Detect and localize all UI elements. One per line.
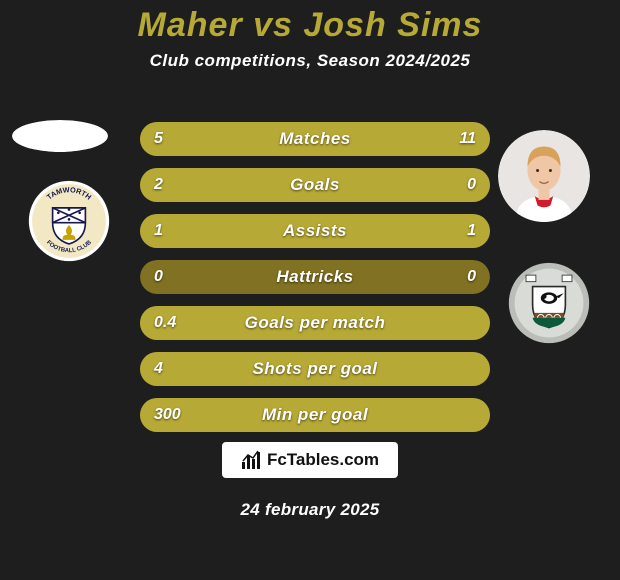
stat-row: Shots per goal4 — [140, 352, 490, 386]
stat-value-right: 0 — [467, 168, 476, 202]
stat-label: Shots per goal — [140, 352, 490, 386]
stat-label: Hattricks — [140, 260, 490, 294]
stat-row: Goals per match0.4 — [140, 306, 490, 340]
stat-row: Goals2 0 — [140, 168, 490, 202]
stats-container: Matches511Goals20Assists11Hattricks00Goa… — [140, 122, 490, 444]
player-left-club-badge: TAMWORTH FOOTBALL CLUB — [28, 180, 110, 262]
stat-row: Hattricks0 0 — [140, 260, 490, 294]
stat-label: Matches — [140, 122, 490, 156]
stat-row: Assists1 1 — [140, 214, 490, 248]
stat-label: Goals — [140, 168, 490, 202]
player-right-club-badge — [508, 262, 590, 344]
stat-row: Min per goal300 — [140, 398, 490, 432]
bars-icon — [241, 450, 263, 470]
stat-value-left: 5 — [154, 122, 163, 156]
subtitle: Club competitions, Season 2024/2025 — [0, 51, 620, 71]
stat-value-right: 0 — [467, 260, 476, 294]
page-title: Maher vs Josh Sims — [0, 0, 620, 45]
stat-value-left: 2 — [154, 168, 163, 202]
stat-value-left: 4 — [154, 352, 163, 386]
stat-label: Min per goal — [140, 398, 490, 432]
stat-row: Matches5 11 — [140, 122, 490, 156]
stat-value-left: 0 — [154, 260, 163, 294]
stat-label: Goals per match — [140, 306, 490, 340]
stat-label: Assists — [140, 214, 490, 248]
stat-value-right: 1 — [467, 214, 476, 248]
stat-value-left: 1 — [154, 214, 163, 248]
stat-value-left: 300 — [154, 398, 181, 432]
player-left-avatar — [12, 120, 108, 152]
stat-value-right: 11 — [459, 122, 476, 156]
player-right-avatar — [498, 130, 590, 222]
footer-date: 24 february 2025 — [241, 500, 380, 520]
fctables-logo: FcTables.com — [222, 442, 398, 478]
stat-value-left: 0.4 — [154, 306, 176, 340]
fctables-logo-text: FcTables.com — [267, 450, 379, 470]
